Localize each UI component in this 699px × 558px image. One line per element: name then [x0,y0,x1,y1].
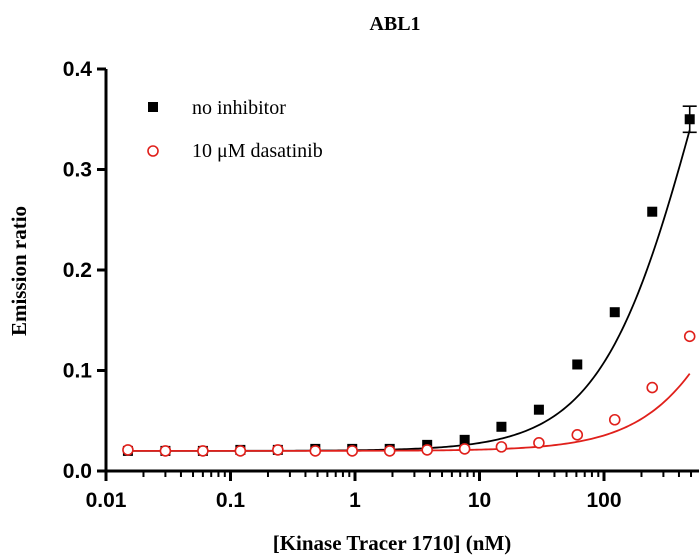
data-point-dasatinib [346,445,359,457]
data-point-dasatinib [608,413,621,426]
x-tick-label: 0.1 [216,489,246,512]
data-point-dasatinib [122,444,134,456]
data-point-no-inhibitor [609,307,620,318]
legend-marker-dasatinib [147,145,159,157]
y-axis-title: Emission ratio [7,206,31,336]
y-tick-label: 0.3 [63,159,92,182]
y-tick-label: 0.4 [63,58,93,81]
data-point-dasatinib [571,429,584,441]
axes: 0.0 0.1 0.2 0.3 0.4 0.01 0.1 1 10 100 [63,58,699,512]
data-point-no-inhibitor [459,434,470,445]
data-point-dasatinib [533,437,545,449]
x-tick-label: 100 [586,489,621,512]
data-point-dasatinib [272,444,284,456]
y-tick-label: 0.1 [63,360,93,383]
legend-label-no-inhibitor: no inhibitor [192,97,286,119]
data-point-dasatinib [683,330,696,343]
data-point-dasatinib [234,445,247,457]
data-point-no-inhibitor [647,206,658,217]
data-point-no-inhibitor [572,359,583,370]
data-point-no-inhibitor [533,404,544,415]
data-point-dasatinib [495,441,508,453]
y-tick-label: 0.0 [63,460,92,483]
data-point-dasatinib [458,443,471,455]
data-point-dasatinib [646,381,659,394]
data-point-dasatinib [383,445,396,457]
legend: no inhibitor 10 μM dasatinib [147,97,323,162]
legend-marker-no-inhibitor [148,102,158,112]
y-axis-title-group: Emission ratio [7,206,31,336]
data-point-dasatinib [197,445,209,457]
chart-title: ABL1 [369,13,420,35]
data-point-no-inhibitor [496,421,507,432]
y-tick-label: 0.2 [63,259,92,282]
data-point-dasatinib [159,445,172,457]
fit-curve-0 [127,129,691,452]
x-tick-label: 0.01 [86,489,127,512]
x-axis-title: [Kinase Tracer 1710] (nM) [273,531,512,555]
x-tick-label: 1 [349,489,361,512]
fit-curve-1 [127,373,691,452]
plot-area [122,105,697,457]
data-point-no-inhibitor [684,114,695,125]
legend-label-dasatinib: 10 μM dasatinib [192,140,323,162]
data-point-dasatinib [309,445,322,457]
x-tick-label: 10 [468,489,491,512]
data-point-dasatinib [421,444,433,456]
